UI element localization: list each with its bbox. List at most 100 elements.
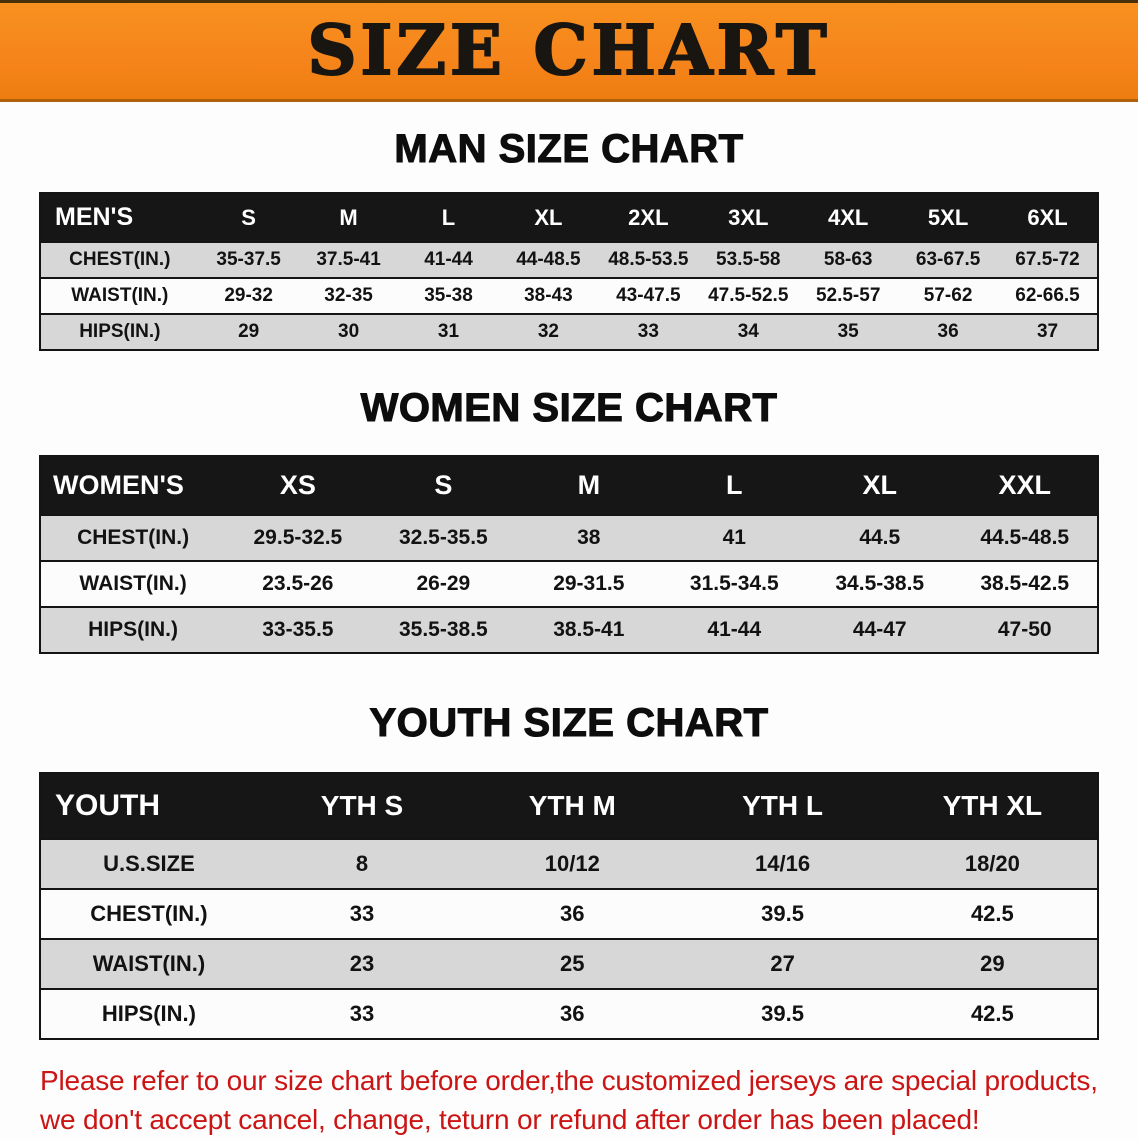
size-column-header: 6XL (998, 193, 1098, 242)
value-cell: 44-48.5 (498, 241, 599, 278)
value-cell: 23 (256, 938, 468, 989)
table-title-cell: MEN'S (40, 193, 199, 242)
row-label-cell: WAIST(IN.) (40, 277, 199, 314)
value-cell: 38-43 (498, 277, 599, 314)
value-cell: 29.5-32.5 (225, 514, 371, 561)
measurement-row: HIPS(IN.) 33-35.5 35.5-38.5 38.5-41 41-44 44-… (40, 606, 1098, 653)
measurement-row: WAIST(IN.) 23 25 27 29 (40, 938, 1098, 989)
value-cell: 37 (998, 313, 1098, 350)
value-cell: 44.5 (807, 514, 953, 561)
measurement-row: WAIST(IN.) 23.5-26 26-29 29-31.5 31.5-34.5 34… (40, 560, 1098, 607)
disclaimer-note: Please refer to our size chart before or… (40, 1062, 1130, 1139)
value-cell: 32 (498, 313, 599, 350)
value-cell: 35.5-38.5 (370, 606, 517, 653)
measurement-row: WAIST(IN.) 29-32 32-35 35-38 38-43 43-47.5 47.… (40, 277, 1098, 314)
value-cell: 32-35 (298, 277, 399, 314)
women-section-heading: WOMEN SIZE CHART (360, 385, 778, 430)
value-cell: 29 (887, 938, 1098, 989)
size-column-header: S (370, 456, 517, 515)
value-cell: 37.5-41 (298, 241, 399, 278)
header-row: WOMEN'S XS S M L XL XXL (40, 456, 1098, 515)
size-column-header: 5XL (898, 193, 999, 242)
disclaimer-line-2: we don't accept cancel, change, teturn o… (40, 1103, 980, 1135)
measurement-row: HIPS(IN.) 33 36 39.5 42.5 (40, 988, 1098, 1039)
youth-size-section: YOUTH SIZE CHART YOUTH YTH S YTH M YTH L YTH… (0, 700, 1138, 1040)
value-cell: 30 (298, 313, 399, 350)
value-cell: 26-29 (370, 560, 517, 607)
value-cell: 47-50 (952, 606, 1098, 653)
value-cell: 62-66.5 (998, 277, 1098, 314)
row-label-cell: HIPS(IN.) (40, 313, 199, 350)
value-cell: 42.5 (887, 988, 1098, 1039)
header-row: MEN'S S M L XL 2XL 3XL 4XL 5XL 6XL (40, 193, 1098, 242)
table-title-cell: YOUTH (40, 773, 257, 839)
measurement-row: CHEST(IN.) 29.5-32.5 32.5-35.5 38 41 44.5 44.5… (40, 514, 1098, 561)
value-cell: 52.5-57 (798, 277, 899, 314)
row-label-cell: CHEST(IN.) (40, 241, 199, 278)
row-label-cell: HIPS(IN.) (40, 988, 257, 1039)
value-cell: 38 (516, 514, 662, 561)
value-cell: 33 (256, 888, 468, 939)
size-column-header: 4XL (798, 193, 899, 242)
page-title: SIZE CHART (306, 11, 831, 91)
value-cell: 41 (661, 514, 808, 561)
value-cell: 36 (467, 988, 678, 1039)
value-cell: 47.5-52.5 (698, 277, 799, 314)
youth-section-heading: YOUTH SIZE CHART (369, 700, 769, 745)
men-size-table: MEN'S S M L XL 2XL 3XL 4XL 5XL 6XL CHEST(IN.) 35-37… (39, 192, 1099, 351)
size-column-header: 2XL (598, 193, 699, 242)
value-cell: 29 (198, 313, 299, 350)
size-column-header: M (516, 456, 662, 515)
measurement-row: U.S.SIZE 8 10/12 14/16 18/20 (40, 838, 1098, 889)
size-column-header: YTH XL (887, 773, 1098, 839)
women-size-section: WOMEN SIZE CHART WOMEN'S XS S M L XL XXL CHEST(… (0, 385, 1138, 654)
size-column-header: 3XL (698, 193, 799, 242)
value-cell: 33 (256, 988, 468, 1039)
table-title-cell: WOMEN'S (40, 456, 226, 515)
value-cell: 35-38 (398, 277, 499, 314)
value-cell: 34 (698, 313, 799, 350)
value-cell: 10/12 (467, 838, 678, 889)
row-label-cell: CHEST(IN.) (40, 514, 226, 561)
measurement-row: CHEST(IN.) 33 36 39.5 42.5 (40, 888, 1098, 939)
value-cell: 29-32 (198, 277, 299, 314)
row-label-cell: CHEST(IN.) (40, 888, 257, 939)
value-cell: 36 (467, 888, 678, 939)
value-cell: 48.5-53.5 (598, 241, 699, 278)
row-label-cell: WAIST(IN.) (40, 560, 226, 607)
size-column-header: XXL (952, 456, 1098, 515)
value-cell: 18/20 (887, 838, 1098, 889)
value-cell: 38.5-41 (516, 606, 662, 653)
size-column-header: S (198, 193, 299, 242)
row-label-cell: WAIST(IN.) (40, 938, 257, 989)
size-column-header: M (298, 193, 399, 242)
value-cell: 57-62 (898, 277, 999, 314)
value-cell: 31 (398, 313, 499, 350)
value-cell: 41-44 (398, 241, 499, 278)
header-row: YOUTH YTH S YTH M YTH L YTH XL (40, 773, 1098, 839)
value-cell: 33 (598, 313, 699, 350)
value-cell: 35-37.5 (198, 241, 299, 278)
women-size-table: WOMEN'S XS S M L XL XXL CHEST(IN.) 29.5-32.5 32.5… (39, 455, 1099, 654)
youth-size-table: YOUTH YTH S YTH M YTH L YTH XL U.S.SIZE 8 10/12… (39, 772, 1099, 1040)
value-cell: 41-44 (661, 606, 808, 653)
row-label-cell: U.S.SIZE (40, 838, 257, 889)
size-column-header: YTH M (467, 773, 678, 839)
value-cell: 14/16 (677, 838, 888, 889)
men-size-section: MAN SIZE CHART MEN'S S M L XL 2XL 3XL 4XL 5XL 6XL… (0, 126, 1138, 351)
value-cell: 67.5-72 (998, 241, 1098, 278)
value-cell: 44-47 (807, 606, 953, 653)
value-cell: 34.5-38.5 (807, 560, 953, 607)
measurement-row: CHEST(IN.) 35-37.5 37.5-41 41-44 44-48.5 48.5… (40, 241, 1098, 278)
value-cell: 42.5 (887, 888, 1098, 939)
value-cell: 38.5-42.5 (952, 560, 1098, 607)
value-cell: 8 (256, 838, 468, 889)
value-cell: 29-31.5 (516, 560, 662, 607)
value-cell: 53.5-58 (698, 241, 799, 278)
size-column-header: YTH S (256, 773, 468, 839)
value-cell: 32.5-35.5 (370, 514, 517, 561)
value-cell: 25 (467, 938, 678, 989)
value-cell: 39.5 (677, 888, 888, 939)
value-cell: 58-63 (798, 241, 899, 278)
